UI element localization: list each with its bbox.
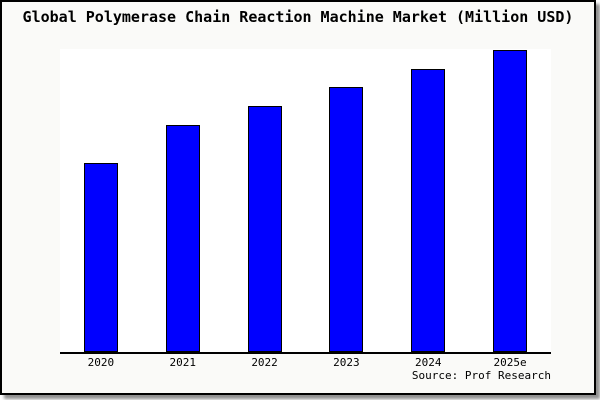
bar-2022 <box>247 106 282 352</box>
x-tick-label-2023: 2023 <box>333 356 360 369</box>
plot-area <box>60 49 551 352</box>
chart-title: Global Polymerase Chain Reaction Machine… <box>22 8 574 26</box>
bar-2024 <box>411 69 446 352</box>
x-tick-label-2021: 2021 <box>169 356 196 369</box>
x-axis-line <box>60 352 551 354</box>
bar-2020 <box>83 163 118 352</box>
bar-2023 <box>329 87 364 352</box>
bar-2025e <box>493 50 528 352</box>
source-credit: Source: Prof Research <box>411 369 551 382</box>
x-tick-label-2025e: 2025e <box>493 356 527 369</box>
x-tick-label-2020: 2020 <box>87 356 115 369</box>
x-tick-label-2024: 2024 <box>414 356 442 369</box>
bar-2021 <box>165 125 200 352</box>
x-tick-label-2022: 2022 <box>251 356 278 369</box>
